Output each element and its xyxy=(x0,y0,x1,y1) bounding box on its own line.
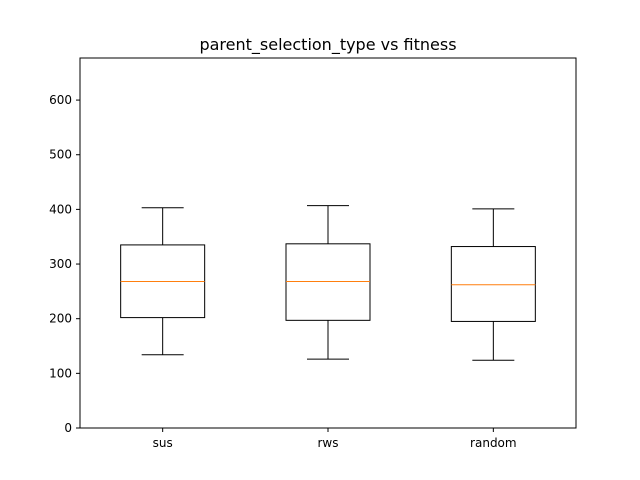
x-tick-label: rws xyxy=(318,436,339,450)
y-axis: 0 100 200 300 400 500 600 xyxy=(49,93,80,435)
plot-frame xyxy=(79,57,577,429)
y-tick-label: 600 xyxy=(49,93,72,107)
box-sus xyxy=(120,207,206,356)
y-tick-label: 400 xyxy=(49,202,72,216)
box-iqr xyxy=(285,243,371,321)
y-tick-label: 500 xyxy=(49,148,72,162)
y-tick-label: 300 xyxy=(49,257,72,271)
box-rws xyxy=(285,205,371,360)
box-random xyxy=(450,208,536,361)
y-tick-label: 100 xyxy=(49,366,72,380)
x-axis: sus rws random xyxy=(153,428,517,450)
box-iqr xyxy=(450,246,536,322)
y-tick-label: 200 xyxy=(49,312,72,326)
chart-title: parent_selection_type vs fitness xyxy=(199,35,456,55)
x-tick-label: random xyxy=(470,436,517,450)
x-tick-label: sus xyxy=(153,436,173,450)
y-tick-label: 0 xyxy=(64,421,72,435)
boxes-group xyxy=(120,205,536,361)
